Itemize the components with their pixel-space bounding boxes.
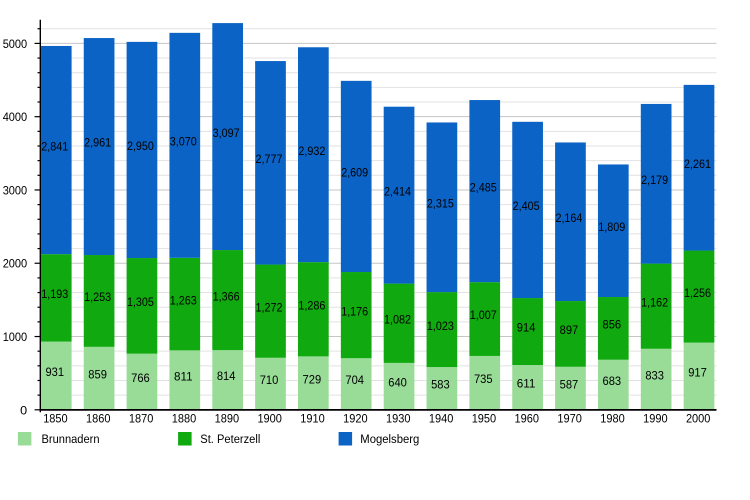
svg-text:766: 766 (131, 371, 150, 385)
svg-text:2,841: 2,841 (41, 139, 68, 153)
svg-text:St. Peterzell: St. Peterzell (200, 432, 260, 446)
svg-text:3000: 3000 (3, 183, 28, 197)
svg-text:1850: 1850 (43, 411, 68, 425)
svg-text:1,272: 1,272 (256, 300, 283, 314)
svg-text:1,256: 1,256 (684, 286, 711, 300)
svg-text:3,097: 3,097 (213, 126, 240, 140)
svg-text:1920: 1920 (343, 411, 368, 425)
svg-text:729: 729 (303, 372, 322, 386)
svg-text:2,261: 2,261 (684, 157, 711, 171)
svg-text:1,082: 1,082 (384, 312, 411, 326)
svg-text:735: 735 (474, 372, 493, 386)
svg-text:2000: 2000 (686, 411, 711, 425)
svg-text:Brunnadern: Brunnadern (42, 432, 100, 446)
svg-text:1,193: 1,193 (41, 287, 68, 301)
svg-text:1,162: 1,162 (641, 295, 668, 309)
svg-text:640: 640 (388, 376, 407, 390)
svg-text:914: 914 (517, 321, 536, 335)
svg-text:897: 897 (560, 323, 579, 337)
svg-text:1880: 1880 (172, 411, 197, 425)
svg-text:4000: 4000 (3, 110, 28, 124)
svg-text:Mogelsberg: Mogelsberg (360, 432, 419, 446)
svg-text:2,609: 2,609 (341, 166, 368, 180)
svg-text:710: 710 (260, 373, 279, 387)
svg-text:1950: 1950 (472, 411, 497, 425)
svg-text:1,305: 1,305 (127, 295, 154, 309)
svg-text:811: 811 (174, 369, 193, 383)
svg-text:1900: 1900 (257, 411, 282, 425)
svg-text:1930: 1930 (386, 411, 411, 425)
svg-text:1,286: 1,286 (298, 298, 325, 312)
svg-text:1890: 1890 (215, 411, 240, 425)
svg-text:587: 587 (560, 377, 579, 391)
svg-text:1,263: 1,263 (170, 293, 197, 307)
svg-text:859: 859 (88, 368, 107, 382)
svg-text:1960: 1960 (515, 411, 540, 425)
svg-text:1940: 1940 (429, 411, 454, 425)
svg-text:2,485: 2,485 (470, 180, 497, 194)
svg-text:2,315: 2,315 (427, 196, 454, 210)
svg-text:1000: 1000 (3, 330, 28, 344)
svg-text:1,366: 1,366 (213, 289, 240, 303)
svg-text:1870: 1870 (129, 411, 154, 425)
svg-text:1,023: 1,023 (427, 319, 454, 333)
svg-text:2,414: 2,414 (384, 184, 411, 198)
svg-text:683: 683 (603, 374, 622, 388)
svg-text:2,932: 2,932 (298, 144, 325, 158)
svg-text:2,961: 2,961 (84, 136, 111, 150)
svg-text:2,164: 2,164 (555, 211, 582, 225)
svg-text:1970: 1970 (557, 411, 582, 425)
svg-text:931: 931 (45, 365, 64, 379)
svg-text:833: 833 (645, 368, 664, 382)
svg-text:1990: 1990 (643, 411, 668, 425)
svg-text:2,179: 2,179 (641, 173, 668, 187)
svg-text:704: 704 (345, 373, 364, 387)
svg-text:1,007: 1,007 (470, 308, 497, 322)
svg-text:856: 856 (603, 318, 622, 332)
svg-text:2000: 2000 (3, 257, 28, 271)
svg-text:2,950: 2,950 (127, 139, 154, 153)
svg-text:814: 814 (217, 369, 236, 383)
svg-text:3,070: 3,070 (170, 135, 197, 149)
svg-text:1,176: 1,176 (341, 304, 368, 318)
svg-text:1860: 1860 (86, 411, 111, 425)
svg-text:2,777: 2,777 (256, 152, 283, 166)
svg-text:583: 583 (431, 378, 450, 392)
svg-text:2,405: 2,405 (513, 199, 540, 213)
svg-text:1,253: 1,253 (84, 290, 111, 304)
svg-text:5000: 5000 (3, 37, 28, 51)
svg-text:917: 917 (688, 365, 707, 379)
svg-text:1,809: 1,809 (598, 220, 625, 234)
svg-text:0: 0 (20, 403, 27, 417)
svg-text:1980: 1980 (600, 411, 625, 425)
svg-text:611: 611 (517, 377, 536, 391)
svg-text:1910: 1910 (300, 411, 325, 425)
